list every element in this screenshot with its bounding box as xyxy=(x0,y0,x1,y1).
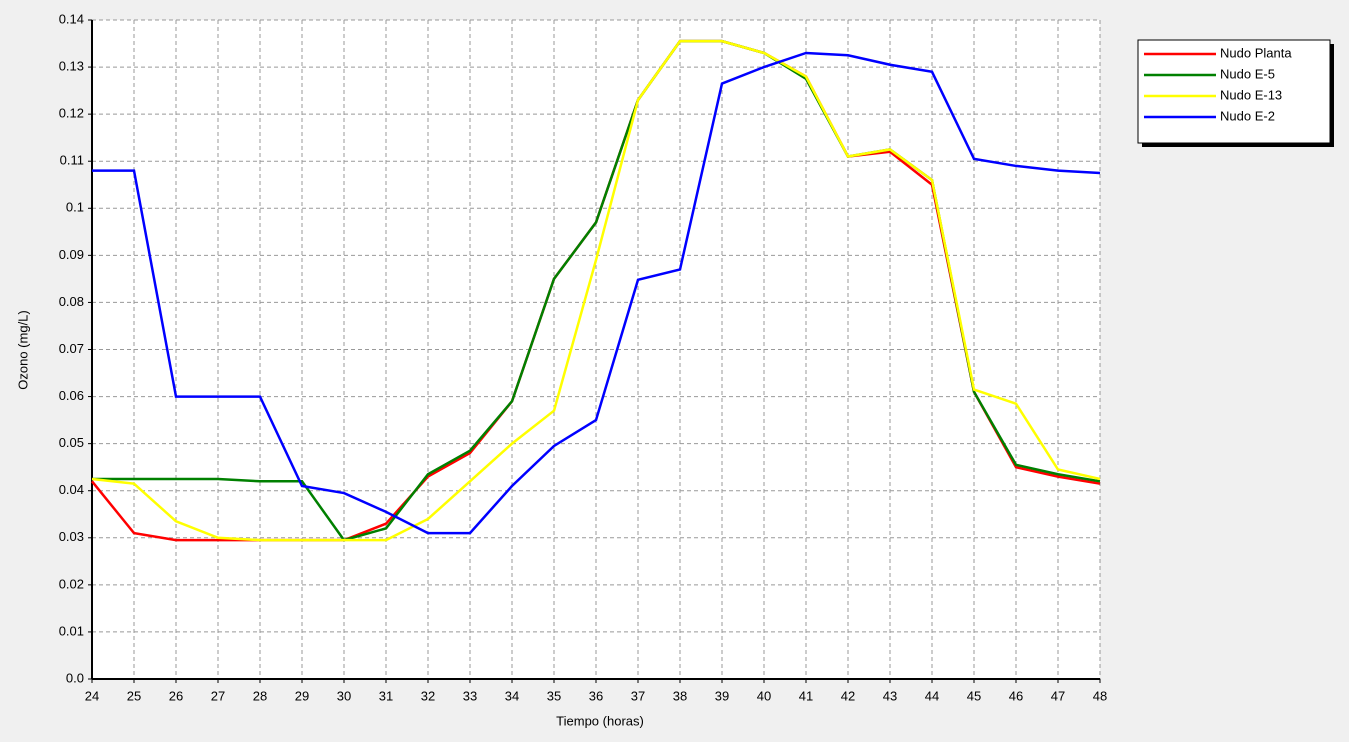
y-tick-label: 0.11 xyxy=(60,153,84,168)
x-tick-label: 37 xyxy=(631,688,645,703)
y-tick-label: 0.03 xyxy=(59,529,84,544)
x-tick-label: 33 xyxy=(463,688,477,703)
x-tick-label: 31 xyxy=(379,688,393,703)
y-tick-label: 0.05 xyxy=(59,435,84,450)
x-tick-label: 43 xyxy=(883,688,897,703)
y-tick-label: 0.0 xyxy=(66,670,84,685)
y-tick-label: 0.12 xyxy=(59,106,84,121)
series-line xyxy=(92,51,1101,535)
legend-label: Nudo E-5 xyxy=(1220,66,1275,81)
y-tick-label: 0.13 xyxy=(59,59,84,74)
y-tick-label: 0.09 xyxy=(59,247,84,262)
x-tick-label: 44 xyxy=(925,688,939,703)
x-tick-label: 46 xyxy=(1009,688,1023,703)
x-tick-label: 39 xyxy=(715,688,729,703)
x-tick-label: 35 xyxy=(547,688,561,703)
y-tick-label: 0.04 xyxy=(59,482,84,497)
x-tick-label: 28 xyxy=(253,688,267,703)
x-tick-label: 36 xyxy=(589,688,603,703)
y-axis-label: Ozono (mg/L) xyxy=(15,310,30,389)
y-tick-label: 0.02 xyxy=(59,576,84,591)
y-tick-label: 0.01 xyxy=(59,623,84,638)
x-tick-label: 26 xyxy=(169,688,183,703)
x-tick-label: 32 xyxy=(421,688,435,703)
x-tick-label: 42 xyxy=(841,688,855,703)
y-tick-label: 0.07 xyxy=(59,341,84,356)
x-tick-label: 38 xyxy=(673,688,687,703)
y-tick-label: 0.08 xyxy=(59,294,84,309)
x-tick-label: 34 xyxy=(505,688,519,703)
y-tick-label: 0.1 xyxy=(66,200,84,215)
x-tick-label: 47 xyxy=(1051,688,1065,703)
legend xyxy=(1137,39,1331,144)
x-tick-label: 48 xyxy=(1093,688,1107,703)
x-tick-label: 45 xyxy=(967,688,981,703)
legend-label: Nudo Planta xyxy=(1220,45,1292,60)
y-tick-label: 0.14 xyxy=(59,11,84,26)
x-tick-label: 41 xyxy=(799,688,813,703)
x-tick-label: 30 xyxy=(337,688,351,703)
x-axis-label: Tiempo (horas) xyxy=(556,713,644,728)
x-tick-label: 40 xyxy=(757,688,771,703)
legend-label: Nudo E-2 xyxy=(1220,108,1275,123)
series-line xyxy=(91,39,1101,542)
x-tick-label: 29 xyxy=(295,688,309,703)
x-tick-label: 24 xyxy=(85,688,99,703)
y-tick-label: 0.06 xyxy=(59,388,84,403)
x-tick-label: 27 xyxy=(211,688,225,703)
legend-label: Nudo E-13 xyxy=(1220,87,1282,102)
x-tick-label: 25 xyxy=(127,688,141,703)
